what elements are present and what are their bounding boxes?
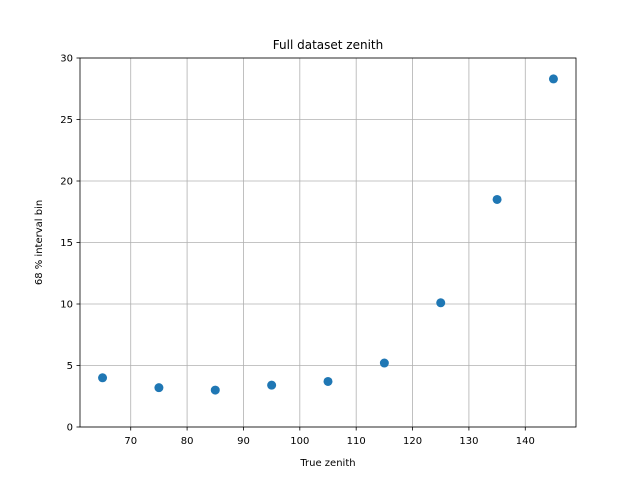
y-axis-label: 68 % interval bin [34,200,45,285]
data-point [379,358,389,368]
x-tick-label: 110 [347,436,366,447]
y-tick-label: 15 [60,238,73,249]
data-point [267,380,277,390]
data-point [323,376,333,386]
x-axis-ticks: 70 80 90 100 110 120 130 140 [124,427,535,447]
x-tick-label: 90 [237,436,250,447]
data-point [98,373,108,383]
x-axis-label: True zenith [299,458,355,469]
data-point [548,74,558,84]
x-tick-label: 140 [516,436,535,447]
data-points [98,74,558,395]
y-tick-label: 10 [60,300,73,311]
x-tick-label: 100 [290,436,309,447]
x-tick-label: 70 [124,436,137,447]
y-tick-label: 0 [67,423,73,434]
data-point [436,298,446,308]
y-axis-ticks: 0 5 10 15 20 25 30 [60,54,80,434]
y-tick-label: 20 [60,177,73,188]
y-tick-label: 5 [67,361,73,372]
y-tick-label: 25 [60,115,73,126]
grid-lines [80,57,576,428]
x-tick-label: 120 [403,436,422,447]
data-point [492,194,502,204]
y-tick-label: 30 [60,54,73,65]
x-tick-label: 130 [459,436,478,447]
chart-title: Full dataset zenith [273,38,383,52]
x-tick-label: 80 [181,436,194,447]
data-point [210,385,220,395]
data-point [154,383,164,393]
